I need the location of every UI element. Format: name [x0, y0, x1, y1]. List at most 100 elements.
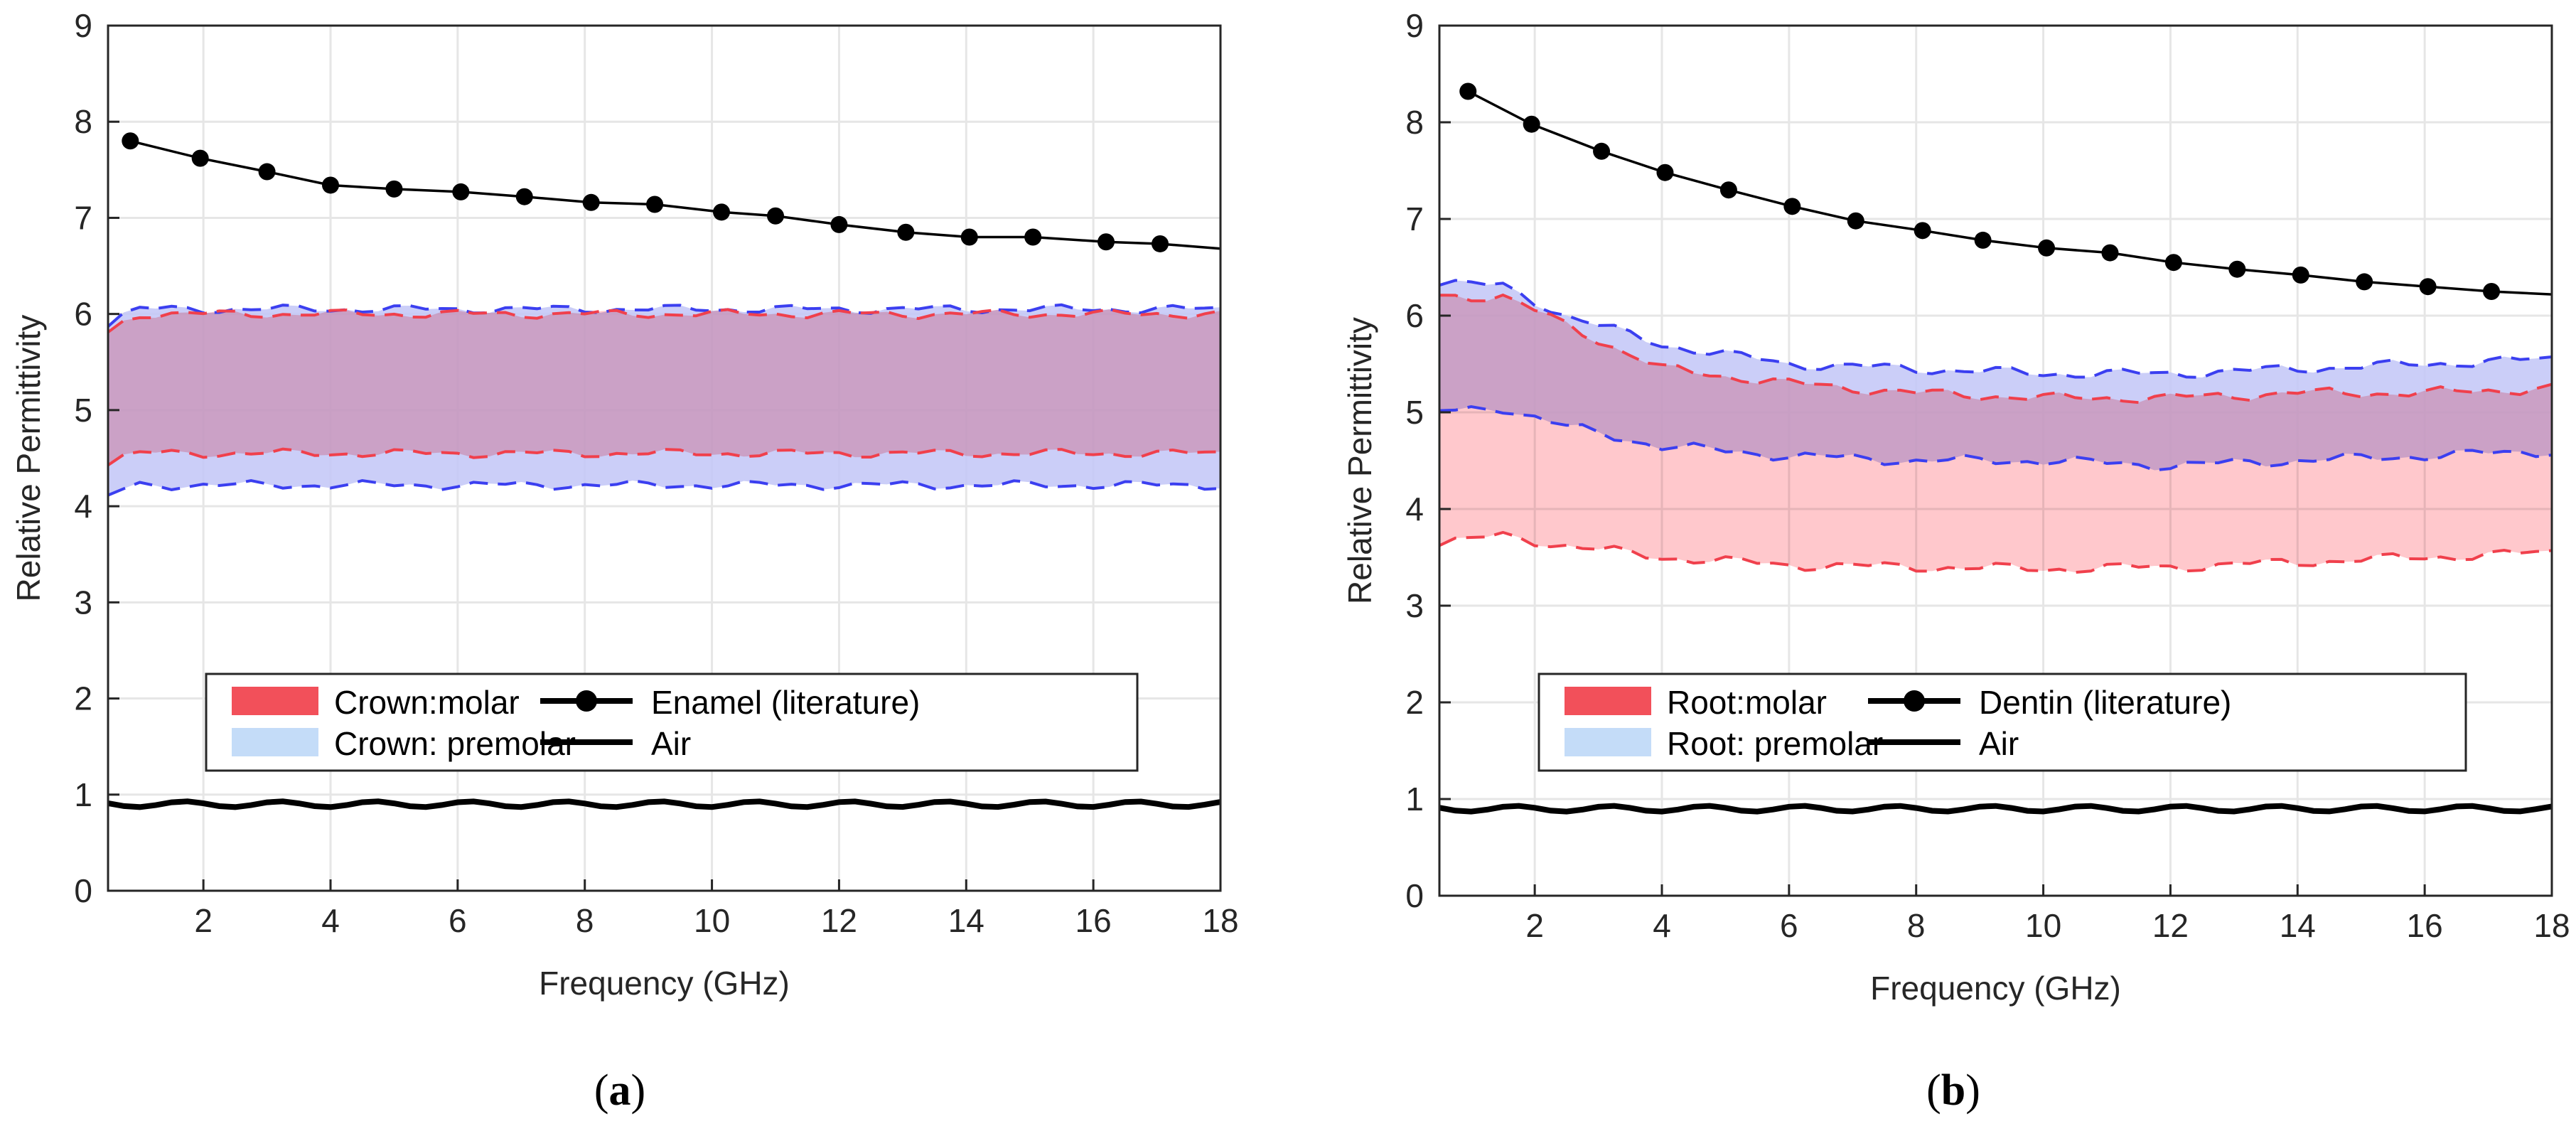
literature-marker: [1152, 235, 1169, 252]
molar-band-upper-line: [1439, 293, 2553, 404]
y-tick-label: 7: [74, 199, 92, 236]
premolar-band-lower-line: [1439, 404, 2553, 472]
y-tick-label: 4: [74, 488, 92, 525]
x-tick-label: 16: [2407, 907, 2443, 944]
y-tick-label: 9: [1405, 7, 1424, 44]
premolar-band-lower-line: [107, 478, 1221, 497]
x-tick-label: 18: [2533, 907, 2570, 944]
literature-marker: [1656, 164, 1674, 181]
x-tick-label: 2: [1525, 907, 1544, 944]
legend-box: [205, 673, 1139, 772]
axes-frame: [1438, 24, 2553, 897]
literature-marker: [452, 183, 470, 200]
literature-marker: [712, 203, 730, 221]
y-tick-label: 8: [74, 103, 92, 140]
y-axis-label: Relative Permittivity: [10, 315, 47, 602]
x-axis-label: Frequency (GHz): [1870, 970, 2121, 1007]
literature-marker: [2101, 244, 2119, 262]
legend-swatch-molar: [1565, 687, 1651, 715]
literature-marker: [2038, 239, 2056, 257]
literature-marker: [1974, 231, 1992, 249]
x-tick-label: 8: [576, 902, 594, 939]
y-tick-label: 6: [1405, 297, 1424, 334]
x-tick-label: 10: [694, 902, 730, 939]
legend-label-premolar: Root: premolar: [1667, 725, 1883, 762]
x-tick-label: 12: [2152, 907, 2189, 944]
literature-marker: [122, 132, 139, 150]
legend-label-air: Air: [651, 725, 691, 762]
legend-swatch-literature-marker: [576, 690, 597, 712]
legend-swatch-literature-marker: [1904, 690, 1925, 712]
literature-marker: [646, 195, 664, 213]
x-tick-label: 16: [1075, 902, 1112, 939]
literature-marker: [2419, 278, 2437, 296]
x-tick-label: 10: [2025, 907, 2061, 944]
x-tick-label: 14: [948, 902, 984, 939]
y-tick-label: 1: [74, 776, 92, 813]
y-tick-label: 9: [74, 7, 92, 44]
literature-marker: [2483, 283, 2501, 300]
y-tick-label: 0: [1405, 877, 1424, 914]
y-tick-label: 3: [1405, 587, 1424, 624]
legend: Root:molar Root: premolar Dentin (literatu…: [1537, 673, 2467, 772]
literature-line: [1467, 90, 2553, 296]
legend-label-molar: Root:molar: [1667, 684, 1827, 721]
molar-band-upper-line: [107, 308, 1221, 333]
literature-marker: [1914, 222, 1931, 240]
literature-marker: [1847, 212, 1864, 230]
air-line: [107, 798, 1221, 810]
literature-marker: [960, 228, 978, 246]
y-tick-label: 5: [74, 392, 92, 429]
literature-marker: [582, 193, 600, 211]
premolar-band-upper-line: [107, 303, 1221, 328]
molar-band-lower-line: [107, 447, 1221, 467]
molar-band-lower-line: [1439, 530, 2553, 574]
legend-swatch-premolar: [232, 728, 318, 756]
legend-box: [1537, 673, 2467, 772]
literature-marker: [2292, 266, 2309, 284]
legend-label-molar: Crown:molar: [334, 684, 520, 721]
x-tick-label: 4: [1653, 907, 1671, 944]
y-tick-label: 1: [1405, 781, 1424, 818]
y-tick-label: 0: [74, 872, 92, 909]
y-tick-label: 8: [1405, 104, 1424, 141]
y-tick-label: 4: [1405, 491, 1424, 527]
literature-marker: [1593, 142, 1611, 160]
literature-marker: [258, 163, 276, 181]
x-tick-label: 14: [2280, 907, 2316, 944]
y-tick-label: 3: [74, 584, 92, 621]
y-tick-label: 5: [1405, 394, 1424, 431]
literature-line: [129, 139, 1221, 250]
molar-band-area: [1439, 295, 2552, 573]
molar-band-area: [108, 309, 1220, 466]
x-tick-label: 12: [821, 902, 857, 939]
x-tick-label: 18: [1202, 902, 1238, 939]
literature-marker: [322, 176, 339, 194]
x-tick-label: 6: [449, 902, 467, 939]
literature-marker: [2228, 260, 2246, 278]
caption-b: (b): [1926, 1066, 1980, 1115]
legend-label-premolar: Crown: premolar: [334, 725, 576, 762]
literature-marker: [1459, 82, 1477, 100]
literature-marker: [767, 207, 784, 225]
x-tick-label: 4: [321, 902, 340, 939]
literature-marker: [1523, 115, 1540, 133]
legend-label-air: Air: [1979, 725, 2019, 762]
air-line: [1439, 803, 2553, 815]
x-axis-label: Frequency (GHz): [539, 965, 790, 1002]
legend-label-literature: Enamel (literature): [651, 684, 920, 721]
literature-marker: [1719, 181, 1737, 199]
literature-marker: [2356, 273, 2373, 291]
literature-marker: [1098, 233, 1115, 251]
x-tick-label: 2: [194, 902, 213, 939]
literature-marker: [830, 215, 848, 233]
premolar-band-upper-line: [1439, 279, 2553, 380]
y-tick-label: 2: [1405, 684, 1424, 721]
literature-marker: [897, 223, 915, 241]
legend: Crown:molar Crown: premolar Enamel (litera…: [205, 673, 1139, 772]
x-tick-label: 6: [1780, 907, 1798, 944]
literature-marker: [191, 149, 209, 167]
